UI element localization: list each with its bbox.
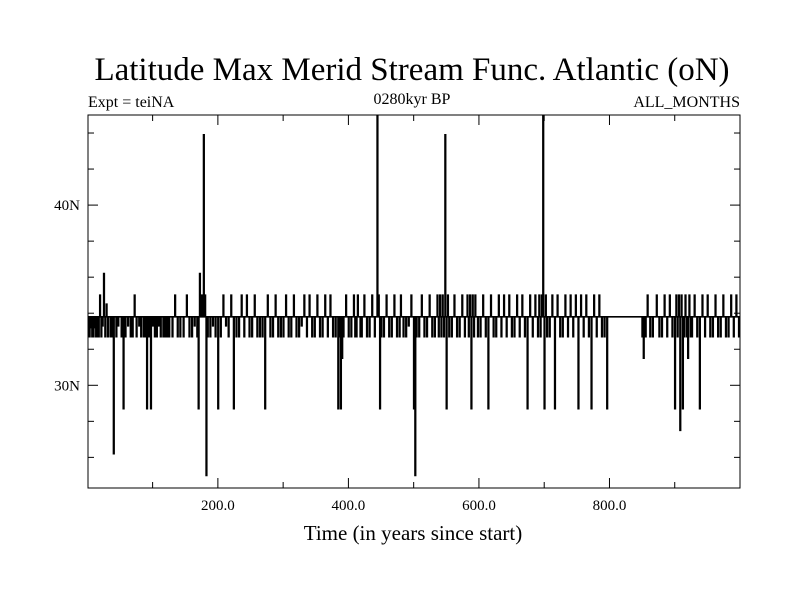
experiment-label: Expt = teiNA xyxy=(88,94,175,111)
months-label: ALL_MONTHS xyxy=(633,94,740,111)
x-tick-label: 800.0 xyxy=(593,498,627,514)
y-tick-label: 30N xyxy=(54,378,80,394)
y-tick-label: 40N xyxy=(54,198,80,214)
series-line xyxy=(88,115,740,477)
x-tick-label: 400.0 xyxy=(332,498,366,514)
plot-area: 200.0 400.0 600.0 800.0 30N 40N xyxy=(54,114,741,514)
x-axis-title: Time (in years since start) xyxy=(304,521,523,545)
x-tick-label: 600.0 xyxy=(462,498,496,514)
chart-title: Latitude Max Merid Stream Func. Atlantic… xyxy=(94,52,729,88)
time-period-label: 0280kyr BP xyxy=(374,91,451,108)
x-tick-label: 200.0 xyxy=(201,498,235,514)
